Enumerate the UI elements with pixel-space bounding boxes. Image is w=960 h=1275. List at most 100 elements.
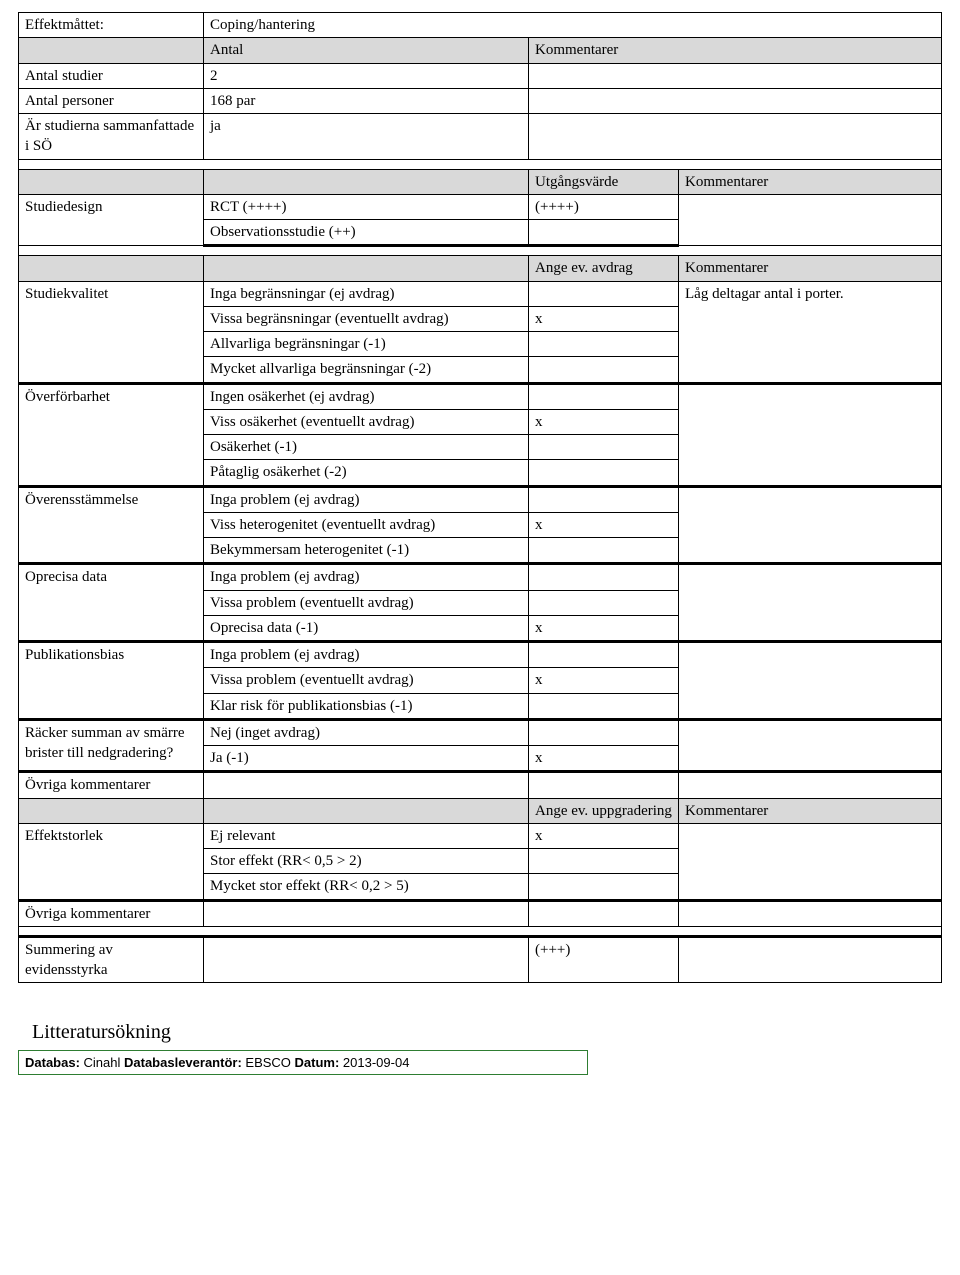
cell: Vissa problem (eventuellt avdrag) bbox=[204, 590, 529, 615]
racker-label: Räcker summan av smärre brister till ned… bbox=[19, 719, 204, 772]
cell bbox=[204, 772, 529, 798]
mark: x bbox=[529, 615, 679, 641]
datum-value: 2013-09-04 bbox=[339, 1055, 409, 1070]
cell bbox=[529, 88, 942, 113]
sammanfattade-value: ja bbox=[204, 114, 529, 160]
cell bbox=[679, 194, 942, 246]
cell: Vissa begränsningar (eventuellt avdrag) bbox=[204, 306, 529, 331]
cell bbox=[529, 874, 679, 900]
mark: x bbox=[529, 512, 679, 537]
cell bbox=[679, 642, 942, 720]
obs-label: Observationsstudie (++) bbox=[204, 220, 529, 246]
cell: Viss heterogenitet (eventuellt avdrag) bbox=[204, 512, 529, 537]
cell bbox=[529, 114, 942, 160]
cell bbox=[529, 719, 679, 745]
blank bbox=[19, 38, 204, 63]
summering-value: (+++) bbox=[529, 936, 679, 983]
cell bbox=[529, 590, 679, 615]
cell bbox=[529, 642, 679, 668]
cell bbox=[529, 63, 942, 88]
cell bbox=[679, 383, 942, 486]
cell bbox=[529, 332, 679, 357]
cell: Allvarliga begränsningar (-1) bbox=[204, 332, 529, 357]
databas-value: Cinahl bbox=[80, 1055, 124, 1070]
effektmatt-value: Coping/hantering bbox=[204, 13, 942, 38]
studiedesign-label: Studiedesign bbox=[19, 194, 204, 246]
cell bbox=[204, 936, 529, 983]
utgangsvarde-header: Utgångsvärde bbox=[529, 169, 679, 194]
litteratur-heading: Litteratursökning bbox=[32, 1021, 942, 1044]
uppgradering-header: Ange ev. uppgradering bbox=[529, 798, 679, 823]
cell bbox=[529, 693, 679, 719]
antal-studier-label: Antal studier bbox=[19, 63, 204, 88]
mark: x bbox=[529, 306, 679, 331]
cell: Stor effekt (RR< 0,5 > 2) bbox=[204, 849, 529, 874]
cell bbox=[529, 383, 679, 409]
cell bbox=[529, 281, 679, 306]
summering-label: Summering av evidensstyrka bbox=[19, 936, 204, 983]
antal-personer-label: Antal personer bbox=[19, 88, 204, 113]
cell bbox=[204, 900, 529, 926]
antal-studier-value: 2 bbox=[204, 63, 529, 88]
databas-label: Databas: bbox=[25, 1055, 80, 1070]
cell bbox=[529, 538, 679, 564]
oprecisa-label: Oprecisa data bbox=[19, 564, 204, 642]
effektstorlek-label: Effektstorlek bbox=[19, 823, 204, 900]
cell bbox=[679, 823, 942, 900]
blank bbox=[19, 169, 204, 194]
rct-label: RCT (++++) bbox=[204, 194, 529, 219]
cell bbox=[529, 900, 679, 926]
cell: Inga problem (ej avdrag) bbox=[204, 486, 529, 512]
antal-personer-value: 168 par bbox=[204, 88, 529, 113]
database-info-box: Databas: Cinahl Databasleverantör: EBSCO… bbox=[18, 1050, 588, 1075]
blank bbox=[19, 256, 204, 281]
kommentarer-header: Kommentarer bbox=[679, 169, 942, 194]
cell: Oprecisa data (-1) bbox=[204, 615, 529, 641]
ovriga-label: Övriga kommentarer bbox=[19, 772, 204, 798]
kommentarer-header: Kommentarer bbox=[529, 38, 942, 63]
mark: x bbox=[529, 668, 679, 693]
leverantor-value: EBSCO bbox=[242, 1055, 295, 1070]
cell: Ej relevant bbox=[204, 823, 529, 848]
mark: x bbox=[529, 746, 679, 772]
assessment-table: Effektmåttet: Coping/hantering Antal Kom… bbox=[18, 12, 942, 983]
cell: Ja (-1) bbox=[204, 746, 529, 772]
mark: x bbox=[529, 409, 679, 434]
cell bbox=[679, 486, 942, 564]
blank bbox=[204, 256, 529, 281]
mark: x bbox=[529, 823, 679, 848]
kommentarer-header: Kommentarer bbox=[679, 798, 942, 823]
ovriga-label: Övriga kommentarer bbox=[19, 900, 204, 926]
cell bbox=[529, 772, 679, 798]
sammanfattade-label: Är studierna sammanfattade i SÖ bbox=[19, 114, 204, 160]
cell bbox=[679, 564, 942, 642]
studiekvalitet-label: Studiekvalitet bbox=[19, 281, 204, 383]
cell: Nej (inget avdrag) bbox=[204, 719, 529, 745]
cell: Osäkerhet (-1) bbox=[204, 435, 529, 460]
blank bbox=[204, 798, 529, 823]
blank bbox=[19, 798, 204, 823]
cell bbox=[679, 936, 942, 983]
cell: Ingen osäkerhet (ej avdrag) bbox=[204, 383, 529, 409]
cell bbox=[679, 719, 942, 772]
cell bbox=[679, 772, 942, 798]
effektmatt-label: Effektmåttet: bbox=[19, 13, 204, 38]
cell: Viss osäkerhet (eventuellt avdrag) bbox=[204, 409, 529, 434]
pubbias-label: Publikationsbias bbox=[19, 642, 204, 720]
overforbarhet-label: Överförbarhet bbox=[19, 383, 204, 486]
studiekvalitet-comment: Låg deltagar antal i porter. bbox=[679, 281, 942, 383]
datum-label: Datum: bbox=[295, 1055, 340, 1070]
cell: Mycket stor effekt (RR< 0,2 > 5) bbox=[204, 874, 529, 900]
cell bbox=[529, 564, 679, 590]
antal-header: Antal bbox=[204, 38, 529, 63]
cell: Vissa problem (eventuellt avdrag) bbox=[204, 668, 529, 693]
leverantor-label: Databasleverantör: bbox=[124, 1055, 242, 1070]
cell: Inga begränsningar (ej avdrag) bbox=[204, 281, 529, 306]
rct-value: (++++) bbox=[529, 194, 679, 219]
cell bbox=[529, 220, 679, 246]
cell: Klar risk för publikationsbias (-1) bbox=[204, 693, 529, 719]
cell: Inga problem (ej avdrag) bbox=[204, 564, 529, 590]
cell: Bekymmersam heterogenitet (-1) bbox=[204, 538, 529, 564]
cell bbox=[679, 900, 942, 926]
cell bbox=[529, 486, 679, 512]
